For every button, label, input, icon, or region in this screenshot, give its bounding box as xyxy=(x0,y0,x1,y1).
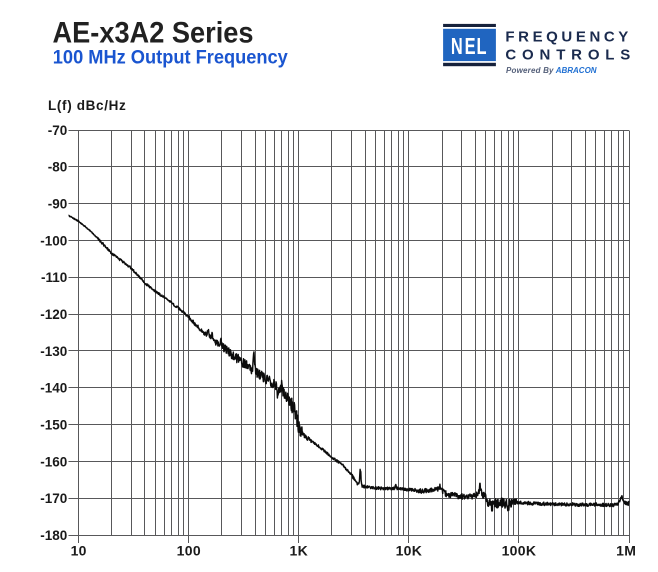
svg-text:-120: -120 xyxy=(40,307,67,322)
svg-text:E: E xyxy=(465,35,476,60)
svg-text:ABRACON: ABRACON xyxy=(555,66,597,75)
svg-text:10: 10 xyxy=(71,543,87,559)
svg-text:1K: 1K xyxy=(290,543,309,559)
svg-text:-110: -110 xyxy=(41,270,67,285)
svg-text:Powered By: Powered By xyxy=(506,66,554,75)
svg-text:L: L xyxy=(477,35,487,60)
svg-text:100: 100 xyxy=(177,543,201,559)
svg-text:-170: -170 xyxy=(40,491,67,506)
svg-text:-70: -70 xyxy=(48,123,68,138)
svg-text:-160: -160 xyxy=(40,454,67,469)
svg-text:N: N xyxy=(451,35,463,60)
svg-text:-80: -80 xyxy=(48,160,68,175)
svg-text:AE-x3A2 Series: AE-x3A2 Series xyxy=(53,17,254,50)
svg-text:-100: -100 xyxy=(40,233,67,248)
svg-text:-130: -130 xyxy=(40,344,67,359)
svg-text:1M: 1M xyxy=(616,543,636,559)
svg-text:-150: -150 xyxy=(40,418,67,433)
svg-text:-180: -180 xyxy=(40,528,67,543)
svg-text:100 MHz Output Frequency: 100 MHz Output Frequency xyxy=(53,47,288,69)
svg-text:100K: 100K xyxy=(502,543,537,559)
svg-text:CONTROLS: CONTROLS xyxy=(505,47,630,64)
svg-text:-90: -90 xyxy=(48,197,68,212)
svg-text:L(f) dBc/Hz: L(f) dBc/Hz xyxy=(48,98,126,113)
svg-text:10K: 10K xyxy=(396,543,423,559)
svg-text:-140: -140 xyxy=(40,381,67,396)
svg-text:FREQUENCY: FREQUENCY xyxy=(505,28,628,45)
